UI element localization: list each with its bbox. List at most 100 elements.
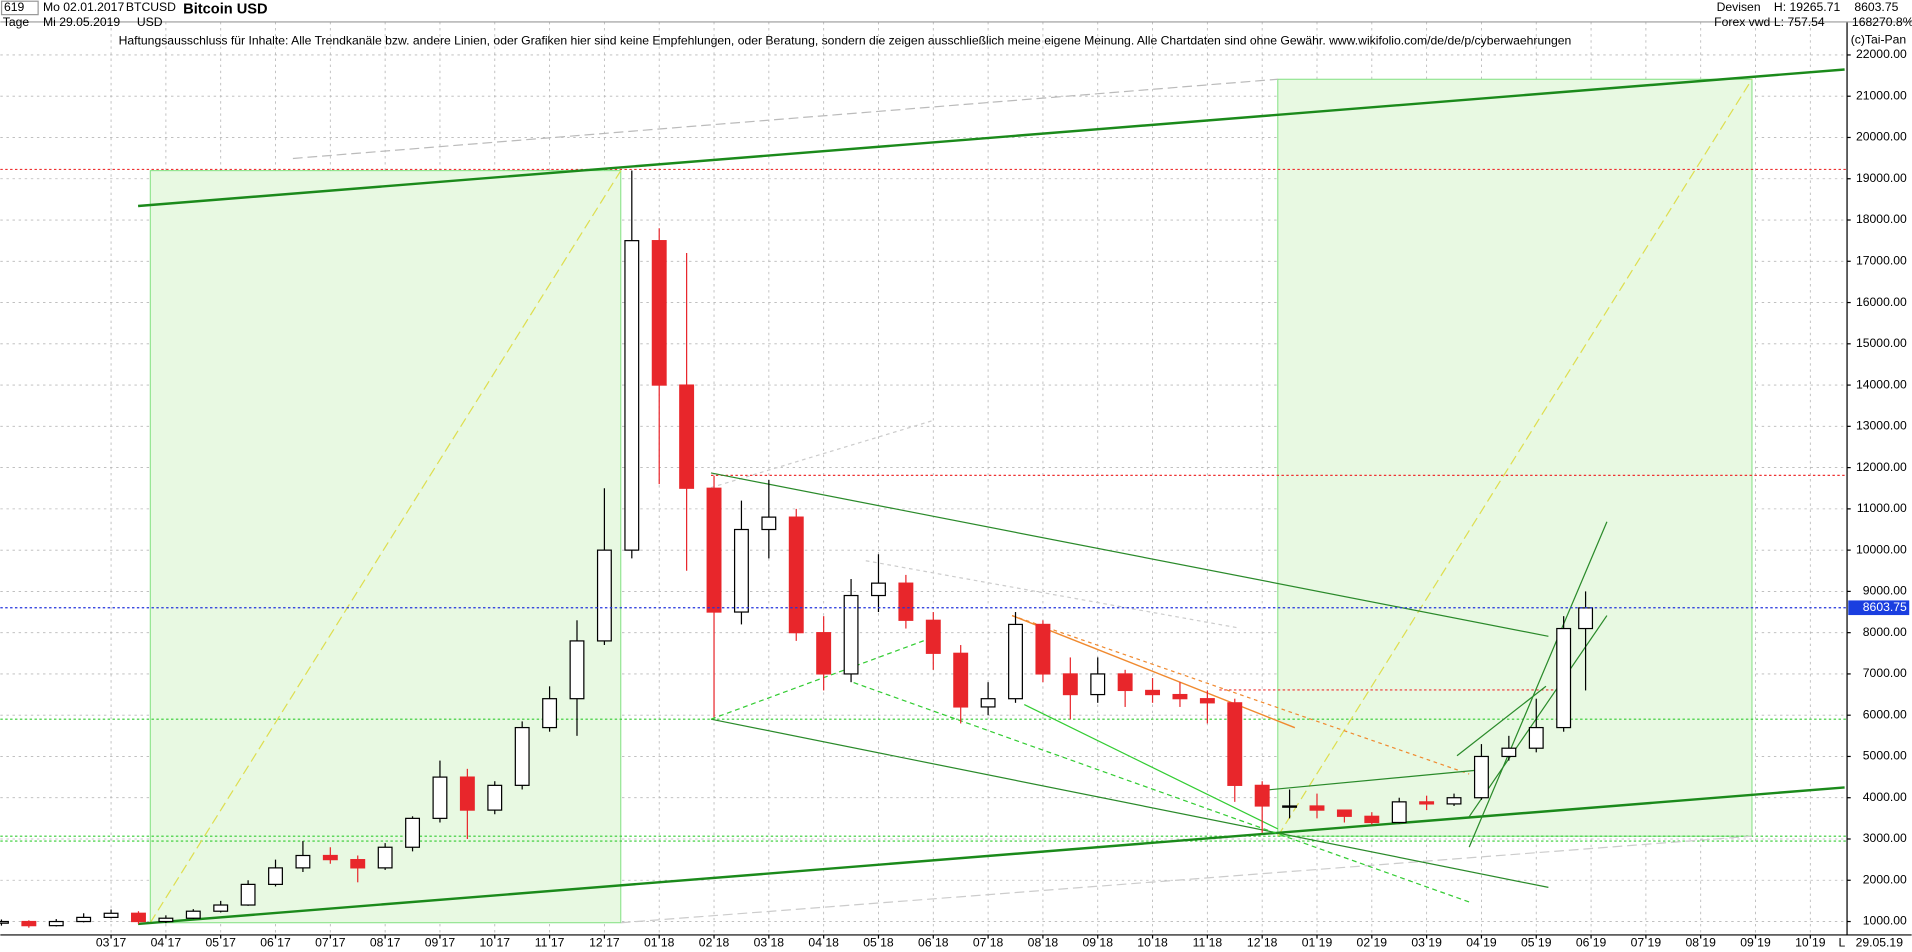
trend-line bbox=[1011, 614, 1470, 775]
candle-body bbox=[1172, 693, 1188, 700]
x-tick-label: 05 17 bbox=[205, 936, 236, 950]
x-tick-label: 08 19 bbox=[1685, 936, 1716, 950]
candle-body bbox=[1035, 623, 1051, 675]
candle-body bbox=[322, 854, 338, 861]
x-tick-label: 08 18 bbox=[1028, 936, 1059, 950]
y-tick-label: 17000.00 bbox=[1856, 253, 1907, 267]
x-tick-label: 11 18 bbox=[1193, 936, 1223, 950]
trend-line bbox=[1468, 521, 1608, 848]
candle-body bbox=[158, 917, 174, 923]
trend-line bbox=[710, 419, 934, 489]
candle-body bbox=[706, 487, 722, 613]
trend-line bbox=[1267, 769, 1476, 791]
x-tick-label: 10 17 bbox=[480, 936, 511, 950]
candle-body bbox=[1419, 801, 1435, 805]
y-tick-label: 9000.00 bbox=[1863, 584, 1907, 598]
drawings bbox=[0, 68, 1848, 926]
y-tick-label: 12000.00 bbox=[1856, 460, 1907, 474]
channel-line bbox=[137, 786, 1845, 926]
trend-line bbox=[1011, 614, 1296, 729]
candle-body bbox=[816, 632, 832, 675]
copyright: (c)Tai-Pan bbox=[1851, 32, 1906, 46]
x-tick-label: 04 18 bbox=[808, 936, 839, 950]
x-tick-label: 02 19 bbox=[1357, 936, 1388, 950]
high: H: 19265.71 bbox=[1774, 0, 1841, 14]
candle-body bbox=[350, 859, 366, 869]
candle-body bbox=[1145, 689, 1161, 696]
candle-body bbox=[1391, 801, 1407, 824]
y-tick-label: 19000.00 bbox=[1856, 171, 1907, 185]
x-tick-label: 03 19 bbox=[1411, 936, 1442, 950]
y-tick-label: 4000.00 bbox=[1863, 790, 1907, 804]
x-tick-label: 12 17 bbox=[589, 936, 620, 950]
candle-body bbox=[295, 854, 311, 869]
candle-body bbox=[1336, 809, 1352, 817]
candle-body bbox=[925, 619, 941, 654]
symbol: BTCUSD bbox=[126, 0, 176, 14]
candle-body bbox=[1090, 673, 1106, 696]
x-tick-label: 01 19 bbox=[1302, 936, 1333, 950]
candle-body bbox=[1473, 755, 1489, 799]
x-tick-label: 06 19 bbox=[1576, 936, 1607, 950]
y-tick-label: 5000.00 bbox=[1863, 749, 1907, 763]
candle-body bbox=[596, 549, 612, 642]
candle-body bbox=[0, 920, 9, 924]
y-tick-label: 6000.00 bbox=[1863, 707, 1907, 721]
x-tick-label: 09 19 bbox=[1740, 936, 1771, 950]
footer-l: L bbox=[1839, 936, 1846, 950]
candles bbox=[0, 170, 1594, 928]
candle-body bbox=[103, 912, 119, 919]
trend-line bbox=[865, 560, 1238, 629]
low: L: 757.54 bbox=[1774, 15, 1825, 29]
candle-body bbox=[953, 652, 969, 708]
x-tick-label: 10 18 bbox=[1137, 936, 1168, 950]
end-date: Mi 29.05.2019 bbox=[43, 15, 120, 29]
x-tick-label: 04 19 bbox=[1466, 936, 1497, 950]
candle-body bbox=[1199, 698, 1215, 704]
channel-line bbox=[710, 472, 1549, 637]
candle-body bbox=[1227, 702, 1243, 786]
candle-body bbox=[1117, 673, 1133, 692]
candle-body bbox=[1309, 805, 1325, 811]
candle-body bbox=[651, 240, 667, 386]
x-tick-label: 05 18 bbox=[863, 936, 894, 950]
candle-body bbox=[1282, 805, 1298, 808]
trend-line bbox=[620, 835, 1753, 924]
candle-body bbox=[459, 776, 475, 811]
period: Tage bbox=[3, 15, 30, 29]
candle-body bbox=[131, 912, 146, 923]
y-tick-label: 8000.00 bbox=[1863, 625, 1907, 639]
candle-body bbox=[487, 784, 503, 811]
candle-body bbox=[1062, 673, 1078, 696]
y-tick-label: 10000.00 bbox=[1856, 542, 1907, 556]
candle-body bbox=[514, 726, 530, 786]
channel-line bbox=[137, 68, 1845, 208]
start-date: Mo 02.01.2017 bbox=[43, 0, 124, 14]
trend-line bbox=[853, 682, 1470, 903]
x-tick-label: 09 17 bbox=[425, 936, 456, 950]
candle-body bbox=[1501, 747, 1517, 758]
chart-id: 619 bbox=[4, 0, 25, 14]
candle-body bbox=[980, 698, 996, 708]
candle-body bbox=[843, 594, 859, 675]
source: Forex vwd bbox=[1714, 15, 1770, 29]
x-tick-label: 07 19 bbox=[1631, 936, 1662, 950]
candle-body bbox=[1008, 623, 1023, 700]
y-tick-label: 7000.00 bbox=[1863, 666, 1907, 680]
candle-body bbox=[1578, 607, 1594, 630]
x-tick-label: 08 17 bbox=[370, 936, 401, 950]
candle-body bbox=[733, 528, 749, 613]
x-tick-label: 02 18 bbox=[699, 936, 730, 950]
x-tick-label: 04 17 bbox=[151, 936, 182, 950]
candle-body bbox=[1528, 726, 1544, 749]
trend-line bbox=[1023, 704, 1279, 830]
last-price-box bbox=[1848, 600, 1910, 616]
channel-line bbox=[710, 718, 1549, 888]
candle-body bbox=[898, 582, 914, 621]
candle-body bbox=[405, 817, 421, 848]
candle-body bbox=[624, 240, 640, 551]
candle-body bbox=[788, 516, 804, 634]
change: 168270.8% bbox=[1852, 15, 1912, 29]
